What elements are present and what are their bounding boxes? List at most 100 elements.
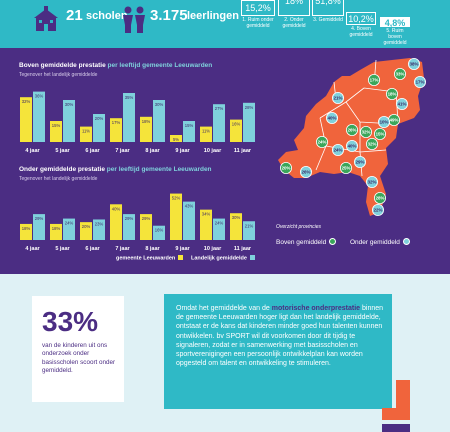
map-badge-label: 25% — [342, 166, 351, 171]
bar-label: 15% — [52, 123, 61, 128]
info-text-end: binnen de gemeente Leeuwarden hoger ligt… — [176, 305, 384, 368]
category-label: 7 jaar — [115, 246, 130, 252]
legend-swatch-yellow — [178, 255, 184, 260]
netherlands-map: 17% 33% 38% 17% 18%41% 21% 40% 49%10% 15% 32% 26% 2… — [278, 58, 426, 216]
bar-landelijk — [63, 218, 75, 240]
bar-label: 16% — [155, 228, 164, 233]
bar-label: 40% — [112, 206, 121, 211]
map-badge-label: 17% — [370, 78, 379, 83]
stat-item: 18% 2. Onder gemiddeld — [278, 0, 310, 29]
bar-leeuwarden — [200, 209, 212, 240]
map-badge-above — [340, 162, 353, 175]
map-badge-label: 21% — [334, 96, 343, 101]
map-legend-below-dot — [402, 238, 410, 245]
bar-leeuwarden — [140, 116, 152, 142]
info-card: Omdat het gemiddelde van de motorische o… — [164, 294, 392, 409]
bar-leeuwarden — [80, 126, 92, 142]
students-label: leerlingen — [187, 10, 239, 22]
chart1-title: Boven gemiddelde prestatie per leeftijd … — [19, 62, 212, 69]
map-badge-label: 26% — [302, 170, 311, 175]
bar-label: 21% — [245, 223, 254, 228]
bar-landelijk — [183, 121, 195, 142]
category-label: 8 jaar — [145, 148, 160, 154]
bar-label: 27% — [215, 106, 224, 111]
category-label: 6 jaar — [85, 246, 100, 252]
category-label: 9 jaar — [175, 246, 190, 252]
bar-leeuwarden — [20, 97, 32, 142]
bar-label: 43% — [185, 204, 194, 209]
bar-landelijk — [243, 221, 255, 240]
map-badge-below — [332, 92, 345, 105]
map-badge-above — [368, 73, 381, 86]
bar-label: 30% — [232, 215, 241, 220]
bar-landelijk — [33, 214, 45, 240]
bar-leeuwarden — [110, 118, 122, 142]
category-label: 4 jaar — [25, 246, 40, 252]
bar-landelijk — [183, 201, 195, 240]
map-badge-below — [396, 98, 409, 111]
chart1-title-rest: per leeftijd gemeente Leeuwarden — [105, 62, 213, 69]
chart2-title-highlight: Onder gemiddelde prestatie — [19, 166, 105, 173]
info-text-bold: motorische onderprestatie — [271, 305, 361, 312]
bar-label: 20% — [95, 116, 104, 121]
stat-label: 4. Boven gemiddeld — [349, 26, 373, 38]
map-badge-label: 10% — [380, 120, 389, 125]
bar-leeuwarden — [170, 193, 182, 240]
chart2-title: Onder gemiddelde prestatie per leeftijd … — [19, 166, 212, 173]
bar-landelijk — [93, 114, 105, 142]
category-label: 9 jaar — [175, 148, 190, 154]
bar-label: 52% — [172, 196, 181, 201]
map-badge-label: 15% — [376, 132, 385, 137]
bar-landelijk — [243, 102, 255, 142]
statistics-panel: Boven gemiddelde prestatie per leeftijd … — [0, 48, 450, 274]
bar-label: 5% — [173, 137, 179, 142]
bar-landelijk — [63, 100, 75, 142]
stat-item: 15,2% 1. Ruim onder gemiddeld — [241, 0, 275, 29]
map-badge-label: 32% — [368, 180, 377, 185]
stat-item: 10,2% 4. Boven gemiddeld — [346, 12, 376, 38]
bar-leeuwarden — [200, 126, 212, 142]
map-badge-above — [394, 67, 407, 80]
bar-label: 20% — [82, 224, 91, 229]
bar-label: 17% — [112, 120, 121, 125]
stat-value: 18% — [278, 0, 310, 16]
category-label: 11 jaar — [234, 148, 252, 154]
map-badge-below — [332, 144, 345, 157]
map-badge-below — [372, 203, 385, 216]
bar-label: 16% — [232, 122, 241, 127]
bar-landelijk — [213, 218, 225, 240]
map-badge-below — [354, 156, 367, 169]
stat-value: 10,2% — [346, 12, 376, 25]
map-legend-below-label: Onder gemiddeld — [350, 239, 400, 246]
percent-value: 33% — [42, 306, 99, 337]
map-badge-below — [413, 75, 426, 88]
schools-count: 21 — [66, 7, 83, 24]
category-label: 8 jaar — [145, 246, 160, 252]
chart1-bars: 32% 36% 4 jaar 15% 30% 5 jaar 11% 20% 6 jaar 17% 3… — [20, 91, 255, 154]
map-badge-label: 49% — [390, 118, 399, 123]
legend-landelijk-label: Landelijk gemiddelde — [191, 255, 247, 262]
bar-label: 18% — [52, 226, 61, 231]
top-stats-strip: 21 scholen 3.175 leerlingen 15,2% 1. Rui… — [0, 0, 450, 48]
bar-landelijk — [213, 104, 225, 142]
students-count: 3.175 — [150, 7, 188, 24]
info-text: Omdat het gemiddelde van de motorische o… — [176, 304, 386, 368]
bar-label: 29% — [125, 216, 134, 221]
stat-item: 4,8% 5. Ruim boven gemiddeld — [380, 17, 410, 46]
percent-description: van de kinderen uit ons onderzoek onder … — [42, 342, 116, 374]
map-badge-above — [280, 162, 292, 175]
map-badge-below — [326, 112, 339, 125]
bar-leeuwarden — [50, 121, 62, 142]
bar-label: 11% — [202, 129, 210, 134]
stat-item: 51,8% 3. Gemiddeld — [312, 0, 344, 23]
map-badge-label: 38% — [410, 62, 419, 67]
map-title: Overzicht provincies — [276, 224, 322, 230]
stat-label: 1. Ruim onder gemiddeld — [242, 17, 274, 29]
bar-label: 28% — [245, 105, 254, 110]
bar-label: 30% — [65, 102, 74, 107]
bar-leeuwarden — [230, 119, 242, 142]
bar-label: 18% — [142, 119, 151, 124]
bar-label: 18% — [22, 226, 31, 231]
bar-leeuwarden — [170, 135, 182, 142]
map-badge-label: 24% — [318, 140, 327, 145]
